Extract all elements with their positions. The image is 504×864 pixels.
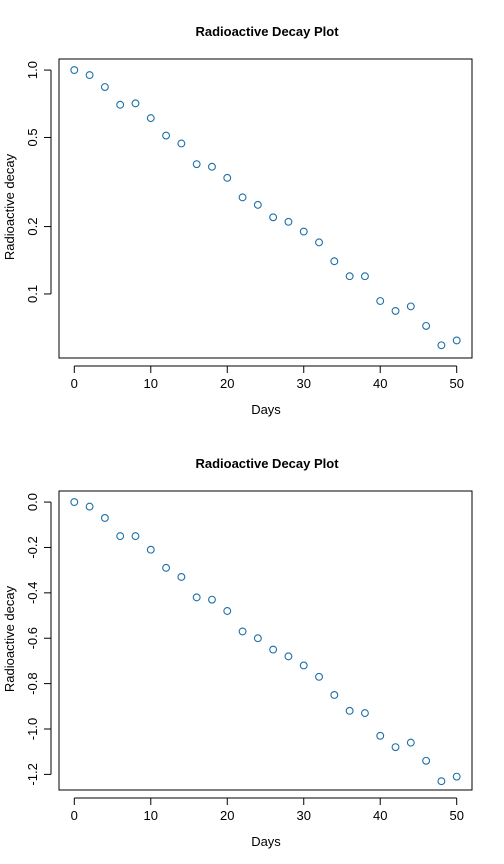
x-tick-label: 40 <box>373 808 387 823</box>
plot-frame <box>58 490 473 791</box>
y-tick-label: -0.4 <box>25 582 40 604</box>
x-tick-label: 30 <box>297 808 311 823</box>
y-axis-label: Radioactive decay <box>2 585 17 692</box>
y-tick-label: 1.0 <box>25 61 40 79</box>
data-point <box>116 532 125 541</box>
chart-linear-scale: Radioactive Decay Plot Days Radioactive … <box>2 456 473 849</box>
data-point <box>437 341 446 350</box>
data-point <box>223 173 232 182</box>
data-point <box>299 227 308 236</box>
data-point <box>208 595 216 604</box>
data-point <box>406 738 415 747</box>
data-point <box>376 297 385 305</box>
data-point <box>391 306 400 315</box>
data-point <box>437 777 446 786</box>
y-tick-label: -0.6 <box>25 627 40 649</box>
data-point <box>100 83 109 91</box>
data-point <box>85 502 94 511</box>
data-point <box>422 321 431 330</box>
data-point <box>345 706 354 715</box>
data-point <box>238 193 247 202</box>
x-tick-label: 0 <box>71 376 78 391</box>
data-point <box>70 66 79 75</box>
data-point <box>330 691 339 699</box>
x-tick-label: 10 <box>144 808 158 823</box>
data-point <box>315 672 323 681</box>
y-axis-label: Radioactive decay <box>2 153 17 260</box>
y-tick-label: 0.1 <box>25 285 40 303</box>
plot-frame <box>58 58 473 359</box>
data-point <box>131 532 140 541</box>
y-tick-label: 0.2 <box>25 218 40 236</box>
y-tick-label: -1.0 <box>25 718 40 740</box>
x-tick-label: 40 <box>373 376 387 391</box>
y-tick-label: -0.2 <box>25 536 40 558</box>
data-point <box>223 607 232 615</box>
data-point <box>253 200 262 209</box>
y-tick-label: -0.8 <box>25 672 40 694</box>
data-point <box>406 302 415 311</box>
chart-title: Radioactive Decay Plot <box>195 456 339 471</box>
data-point <box>162 563 171 572</box>
data-point <box>192 593 201 602</box>
data-point <box>177 573 186 581</box>
data-point <box>360 709 369 718</box>
data-point <box>315 238 323 247</box>
x-tick-label: 0 <box>71 808 78 823</box>
x-tick-label: 50 <box>449 808 463 823</box>
data-point <box>208 162 216 171</box>
data-point <box>269 645 278 654</box>
y-tick-label: 0.5 <box>25 128 40 146</box>
data-point <box>192 160 201 169</box>
data-point <box>376 731 385 740</box>
data-point <box>238 627 247 636</box>
data-point <box>284 217 293 226</box>
data-point <box>345 272 354 281</box>
data-point <box>253 634 262 643</box>
data-point <box>85 71 94 80</box>
data-point <box>162 131 171 140</box>
x-axis-label: Days <box>251 402 281 417</box>
y-tick-label: 0.0 <box>25 493 40 511</box>
data-point <box>452 772 461 781</box>
data-point <box>116 100 125 109</box>
x-tick-label: 20 <box>220 808 234 823</box>
x-tick-label: 30 <box>297 376 311 391</box>
x-axis-label: Days <box>251 834 281 849</box>
data-point <box>360 272 369 281</box>
data-point <box>70 498 79 507</box>
chart-log-scale: Radioactive Decay Plot Days Radioactive … <box>2 24 473 417</box>
chart-title: Radioactive Decay Plot <box>195 24 339 39</box>
data-point <box>422 756 431 765</box>
data-point <box>177 139 186 148</box>
data-point <box>100 514 109 522</box>
data-point <box>131 99 140 108</box>
x-tick-label: 50 <box>449 376 463 391</box>
data-point <box>284 652 293 661</box>
data-point <box>146 114 155 123</box>
x-tick-label: 10 <box>144 376 158 391</box>
data-point <box>452 336 461 345</box>
data-point <box>330 257 339 266</box>
y-tick-label: -1.2 <box>25 763 40 785</box>
data-point <box>391 743 400 752</box>
data-point <box>269 213 278 222</box>
data-point <box>299 661 308 670</box>
data-point <box>146 545 155 554</box>
x-tick-label: 20 <box>220 376 234 391</box>
